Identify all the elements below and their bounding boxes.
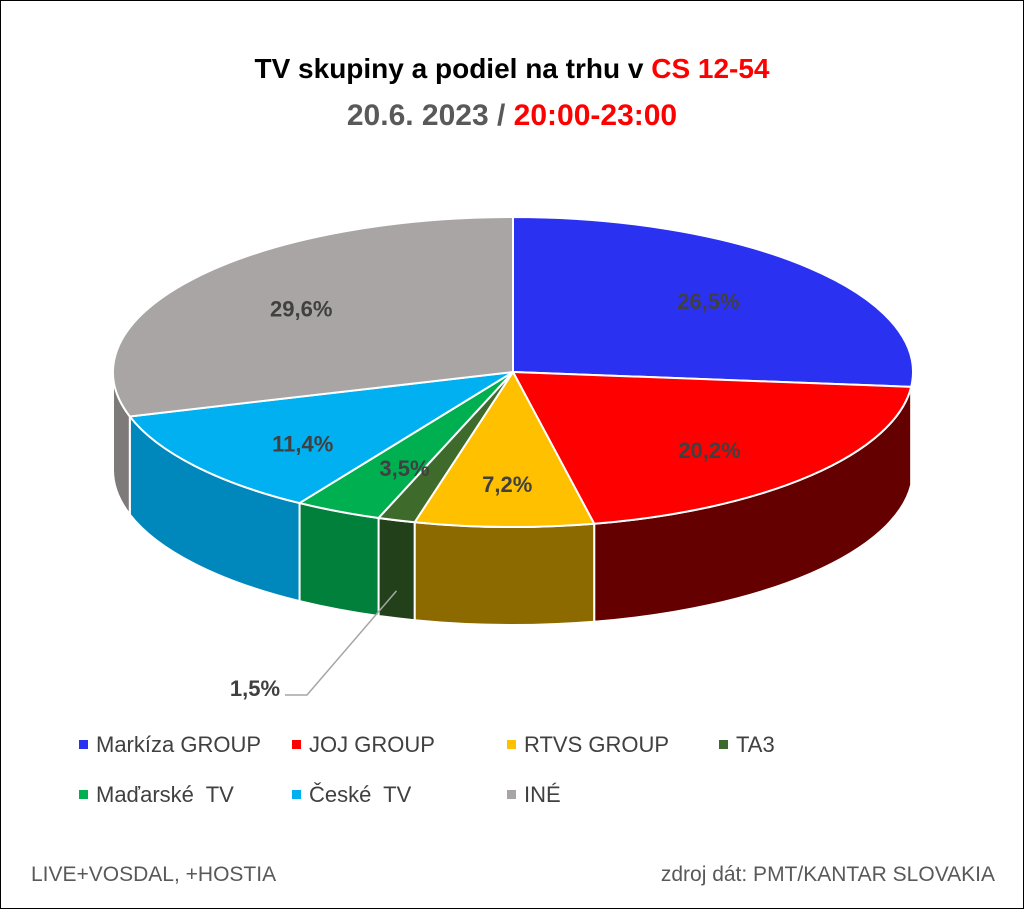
chart-title-main: TV skupiny a podiel na trhu v [254,53,652,84]
pie-labels: 26,5% 20,2% 7,2% 1,5% 3,5% 11,4% 29,6% [230,289,741,701]
pie-label-joj-group: 20,2% [678,438,740,463]
pie-slice-esk-tv [128,371,514,505]
legend-label: Markíza GROUP [96,732,262,757]
legend-label: JOJ GROUP [309,732,435,757]
legend-item-mark-za-group: Markíza GROUP [79,731,261,759]
chart-title-target: CS 12-54 [651,53,770,84]
pie-side-rtvs-group [413,521,596,626]
legend-label: Maďarské TV [96,782,234,807]
pie-slice-joj-group [512,371,913,525]
legend-item-esk-tv: České TV [292,781,411,809]
legend-swatch [79,789,88,799]
legend-label: TA3 [736,732,775,757]
legend-swatch [79,739,88,749]
footer-note: LIVE+VOSDAL, +HOSTIA [31,863,277,886]
chart-subtitle-date: 20.6. 2023 / [346,99,514,132]
legend-label: RTVS GROUP [524,732,670,757]
legend-item-ta3: TA3 [719,731,775,759]
pie-slice-mark-za-group [512,216,914,388]
pie-label-ta3: 1,5% [230,676,280,701]
pie-slice-rtvs-group [413,371,596,528]
legend-item-joj-group: JOJ GROUP [292,731,435,759]
legend-swatch [719,739,728,749]
pie-side-ma-arsk-tv [298,502,380,617]
pie-label-rtvs-group: 7,2% [482,472,532,497]
chart-subtitle: 20.6. 2023 / 20:00-23:00 [1,99,1023,133]
footer-source: zdroj dát: PMT/KANTAR SLOVAKIA [660,863,995,886]
legend-swatch [507,789,516,799]
legend-item-rtvs-group: RTVS GROUP [507,731,669,759]
legend-swatch [292,739,301,749]
legend-item-in: INÉ [507,781,561,809]
pie-label-esk-tv: 11,4% [272,432,333,457]
pie-sides [112,371,914,626]
legend-item-ma-arsk-tv: Maďarské TV [79,781,234,809]
legend-swatch [292,789,301,799]
legend-swatch [507,739,516,749]
chart-title: TV skupiny a podiel na trhu v CS 12-54 [1,53,1023,85]
pie-label-ma-arsk-tv: 3,5% [379,456,429,481]
legend-label: INÉ [524,782,561,807]
pie-tops [112,216,914,528]
pie-slice-in [112,216,514,418]
pie-label-in: 29,6% [270,297,332,322]
legend-label: České TV [309,782,412,807]
chart-subtitle-time: 20:00-23:00 [513,99,678,132]
pie-label-mark-za-group: 26,5% [677,289,739,314]
